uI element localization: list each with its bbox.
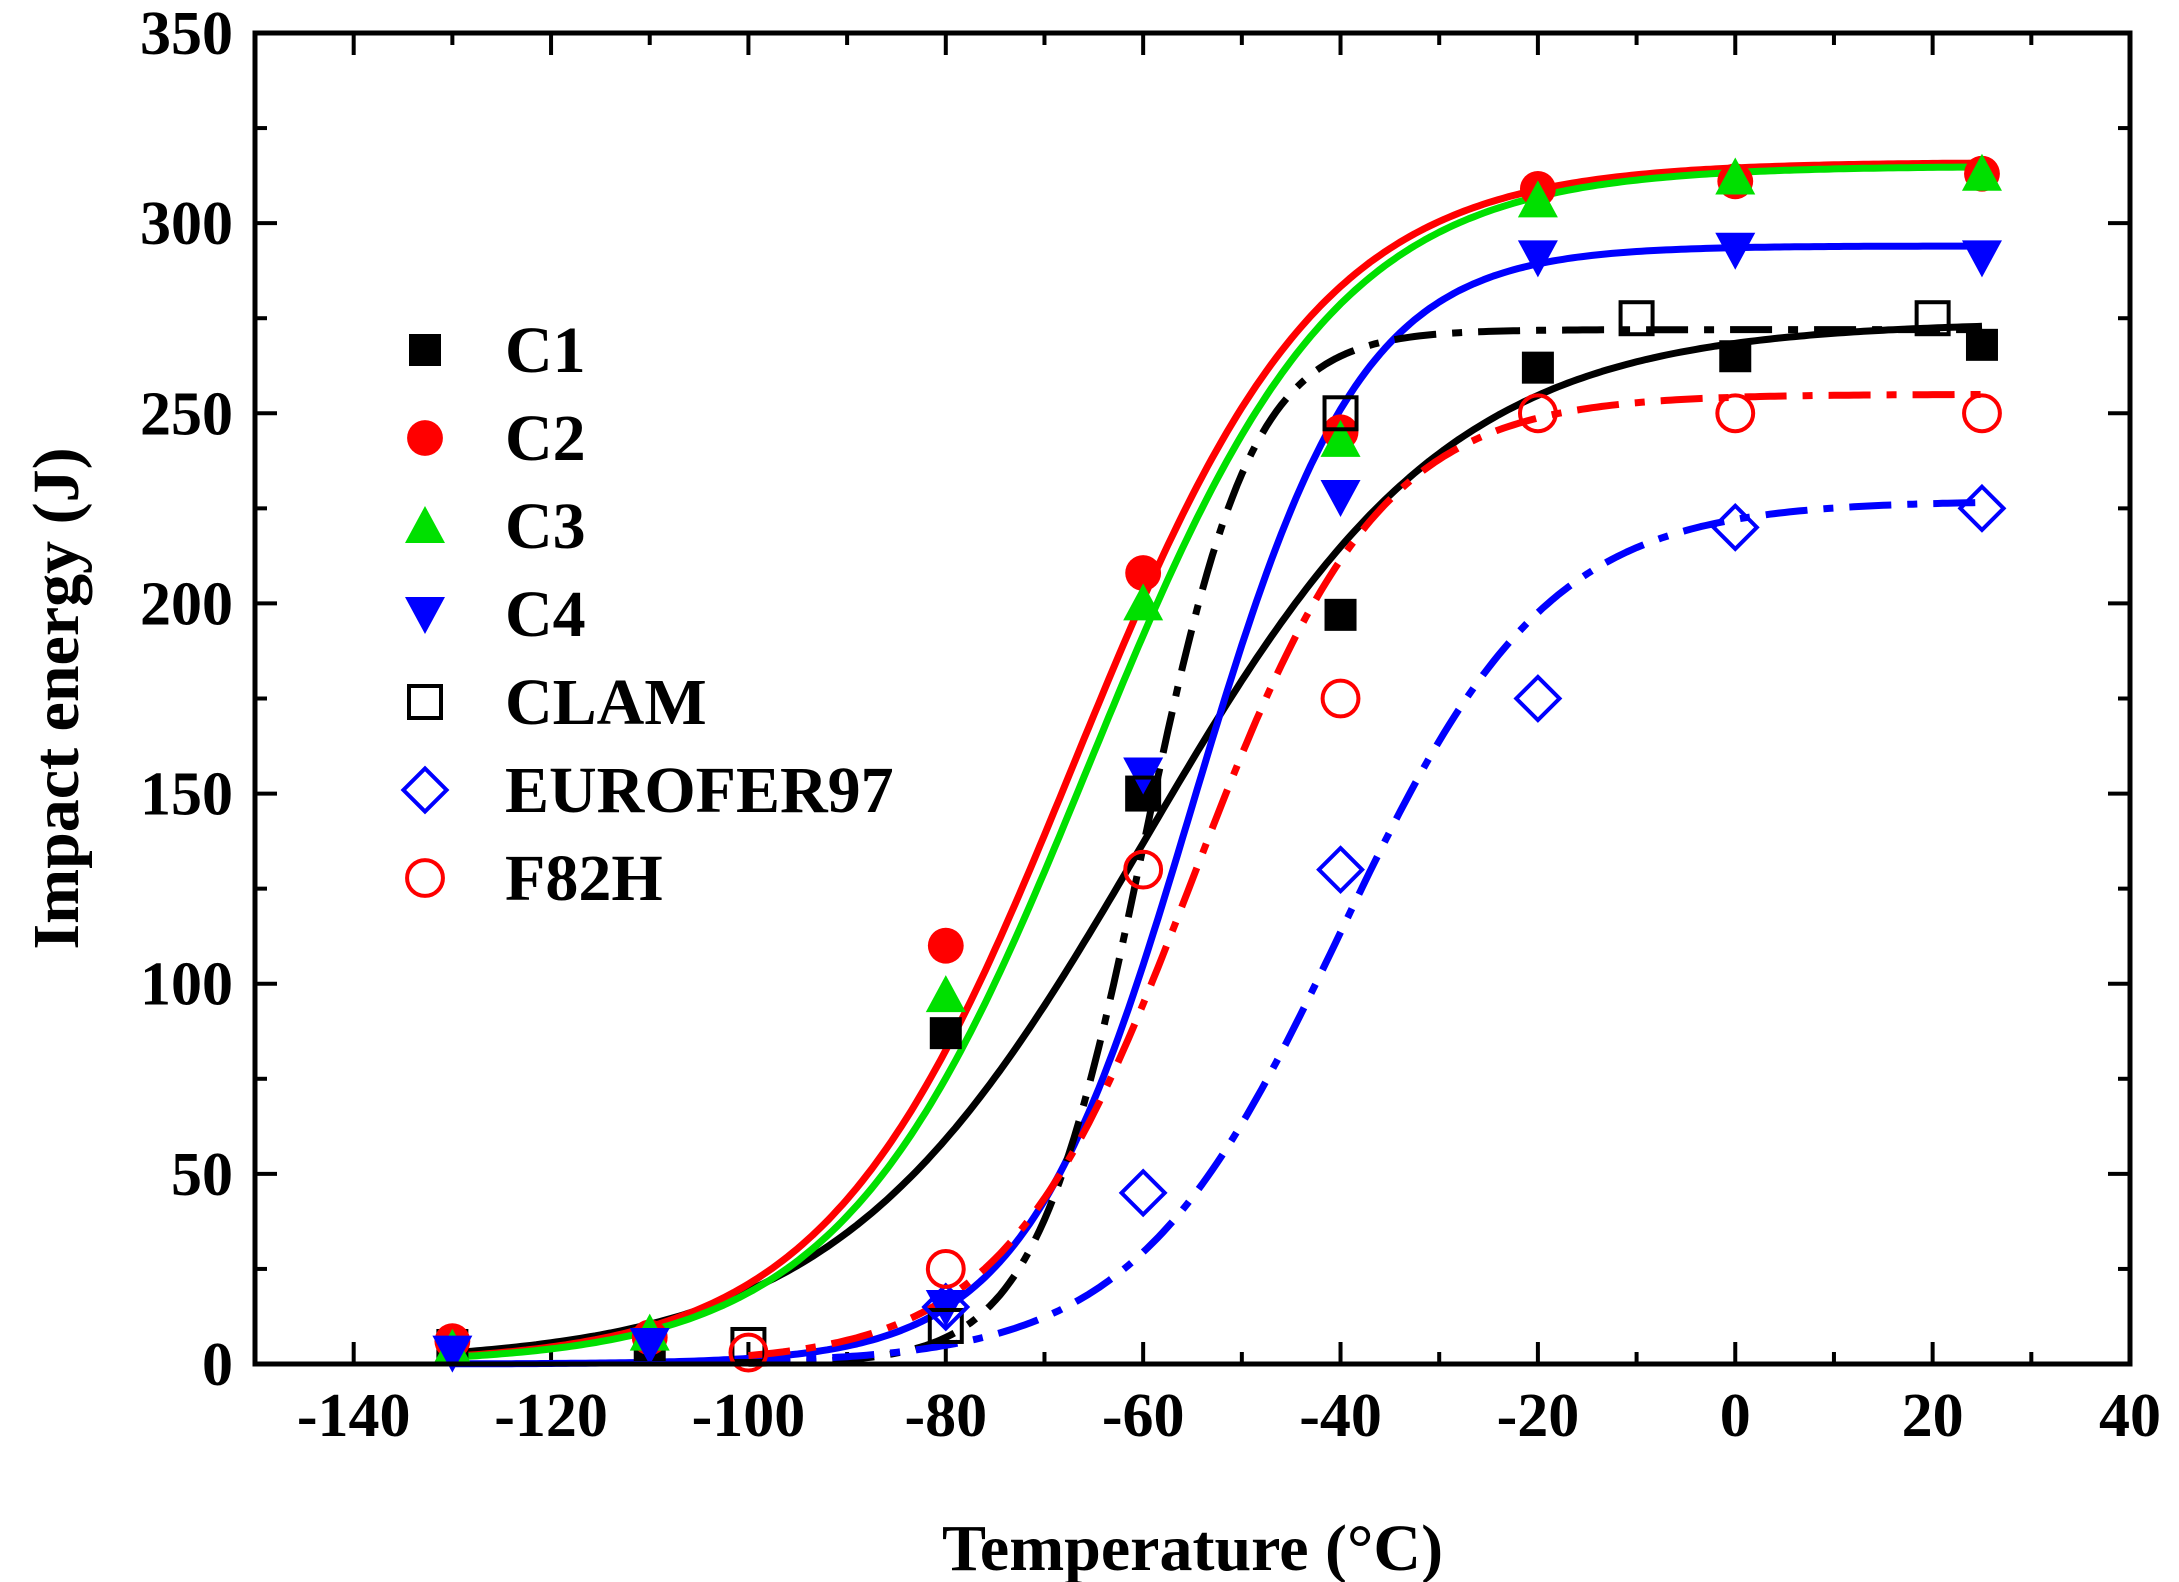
x-tick-label: 40	[2099, 1382, 2161, 1450]
data-point-c1	[1521, 351, 1554, 384]
x-axis-title: Temperature (°C)	[942, 1512, 1443, 1582]
data-point-c4	[1517, 240, 1558, 278]
x-tick-label: -120	[494, 1382, 608, 1450]
y-tick-label: 0	[202, 1331, 233, 1399]
data-point-f82h	[1517, 393, 1558, 434]
legend-marker-c3	[405, 506, 445, 543]
tick-labels: -140 -120 -100 -80 -60 -40 -20 0 20 40 0 50 100 150 20…	[140, 0, 2161, 1450]
y-tick-label: 250	[140, 380, 233, 448]
plot-frame	[252, 30, 2133, 1367]
data-point-f82h	[1962, 393, 2002, 434]
data-point-c3	[1517, 180, 1558, 218]
data-point-f82h	[1715, 393, 1756, 434]
data-point-c3	[1123, 583, 1164, 621]
x-tick-label: -20	[1497, 1382, 1580, 1450]
legend-label-c3: C3	[505, 490, 586, 563]
data-point-eurofer97	[921, 1282, 971, 1332]
data-point-c3	[1715, 157, 1756, 195]
x-tick-label: -80	[904, 1382, 987, 1450]
y-axis-title: Impact energy (J)	[20, 447, 93, 949]
legend-marker-c4	[405, 597, 445, 634]
data-point-eurofer97	[1316, 845, 1365, 895]
data-point-clam	[927, 1307, 964, 1344]
data-point-f82h	[1123, 849, 1164, 890]
x-tick-label: -100	[692, 1382, 806, 1450]
legend-marker-eurofer97	[400, 765, 450, 815]
legend-label-eurofer97: EUROFER97	[505, 754, 894, 827]
legend-label-c1: C1	[505, 314, 586, 387]
data-point-f82h	[925, 1249, 966, 1289]
data-point-clam	[1914, 300, 1951, 337]
y-tick-label: 100	[140, 951, 233, 1019]
data-point-clam	[1618, 300, 1655, 337]
data-point-clam	[1125, 775, 1162, 812]
data-point-c4	[432, 1335, 473, 1373]
x-tick-label: 20	[1902, 1382, 1964, 1450]
data-point-c4	[1961, 240, 2002, 278]
x-tick-label: -140	[297, 1382, 411, 1450]
legend-marker-c1	[409, 334, 441, 366]
data-point-c1	[1324, 598, 1357, 631]
legend: C1 C2 C3 C4 CLAM EUROFER97 F82H	[400, 314, 894, 915]
data-point-eurofer97	[1118, 1168, 1168, 1218]
data-point-c3	[1961, 153, 2002, 191]
data-points	[432, 153, 2007, 1373]
data-point-c1	[929, 1017, 962, 1050]
x-tick-label: -60	[1102, 1382, 1185, 1450]
y-tick-label: 50	[171, 1141, 233, 1209]
data-point-c3	[1320, 419, 1361, 457]
data-point-c1	[1719, 340, 1752, 373]
data-point-eurofer97	[1957, 483, 2007, 533]
data-point-c4	[1715, 232, 1756, 270]
legend-label-f82h: F82H	[505, 842, 663, 915]
y-tick-label: 150	[140, 761, 233, 829]
y-tick-label: 300	[140, 190, 233, 258]
data-point-c4	[629, 1327, 670, 1365]
data-point-c4	[1320, 479, 1361, 517]
legend-label-c4: C4	[505, 578, 586, 651]
legend-label-c2: C2	[505, 402, 586, 475]
legend-marker-c2	[407, 420, 443, 456]
data-point-c1	[1965, 328, 1998, 361]
data-point-c2	[1125, 555, 1162, 591]
fit-curve-eurofer97	[748, 499, 1983, 1365]
legend-marker-f82h	[405, 858, 445, 898]
legend-marker-clam	[407, 684, 443, 720]
x-tick-label: 0	[1720, 1382, 1751, 1450]
fit-curve-clam	[748, 326, 1982, 1367]
data-point-eurofer97	[1710, 502, 1760, 552]
x-tick-label: -40	[1299, 1382, 1382, 1450]
data-point-c2	[927, 927, 964, 964]
data-point-eurofer97	[1513, 674, 1563, 723]
data-point-c3	[925, 975, 966, 1013]
legend-label-clam: CLAM	[505, 666, 707, 739]
fit-curve-f82h	[748, 391, 1982, 1360]
y-tick-label: 350	[140, 0, 233, 68]
data-point-clam	[1322, 395, 1359, 432]
y-tick-label: 200	[140, 570, 233, 638]
data-point-f82h	[728, 1332, 769, 1373]
data-point-f82h	[1320, 678, 1361, 719]
